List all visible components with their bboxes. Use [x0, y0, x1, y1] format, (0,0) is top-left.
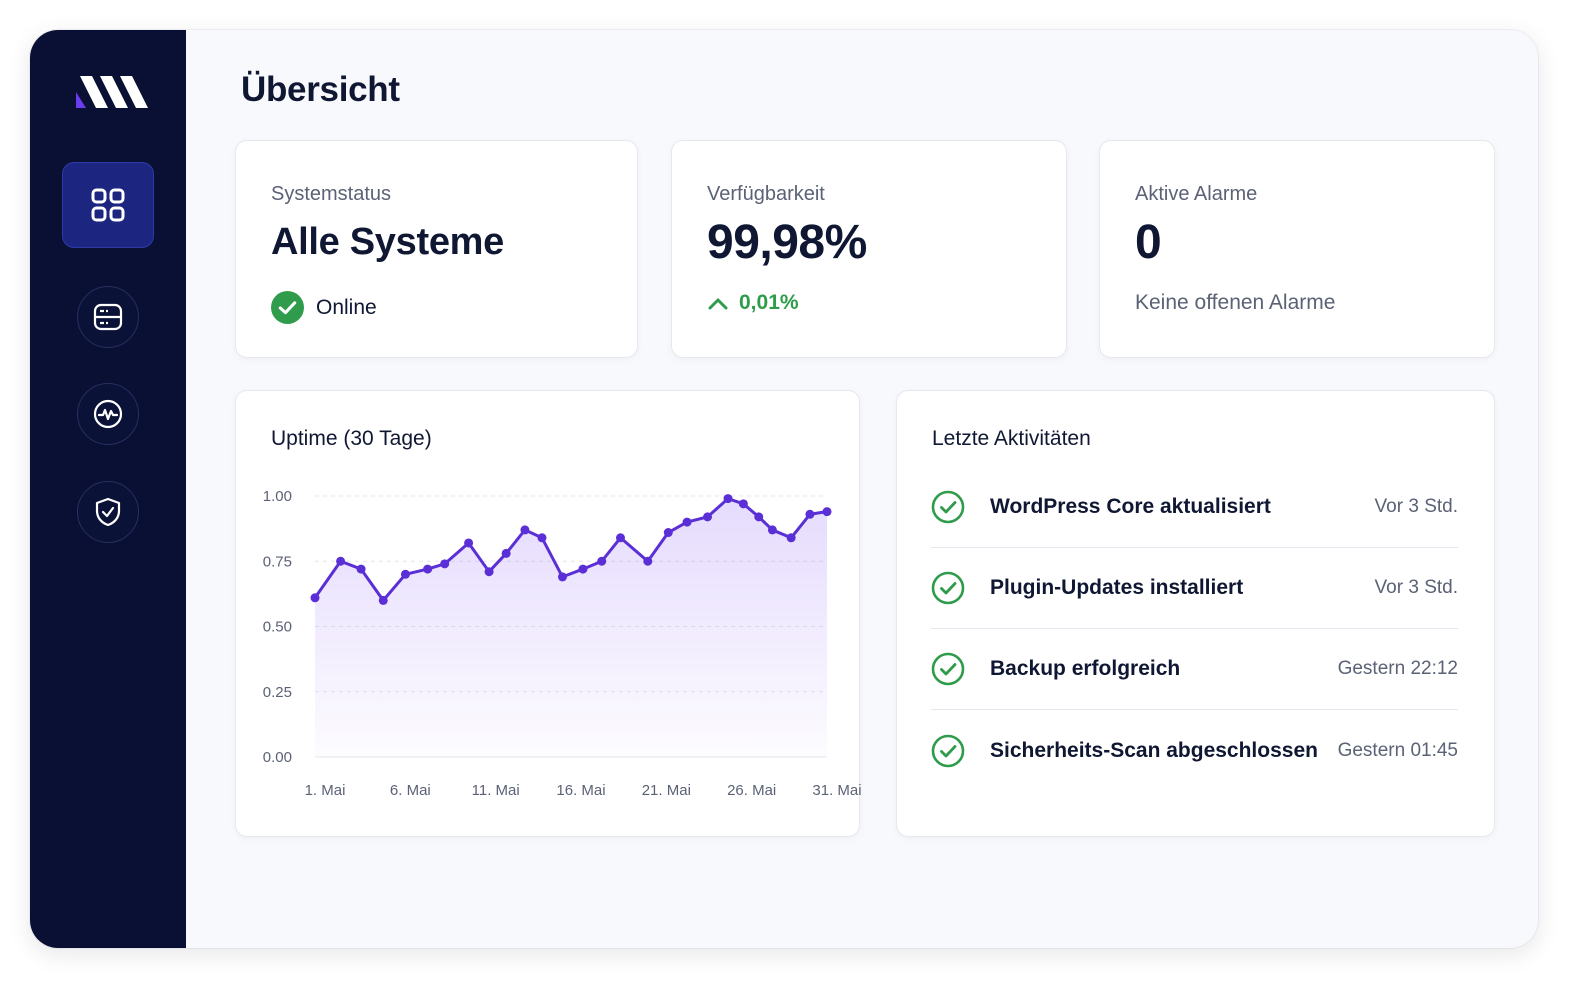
x-tick-label: 1. Mai [305, 782, 346, 799]
uptime-point [484, 567, 494, 577]
activity-item[interactable]: Plugin-Updates installiert Vor 3 Std. [931, 548, 1458, 629]
uptime-point [754, 512, 764, 522]
server-icon [93, 303, 123, 331]
uptime-point [378, 595, 388, 605]
uptime-point [356, 564, 366, 574]
uptime-point [336, 556, 346, 566]
status-label: Systemstatus [271, 183, 392, 205]
availability-value: 99,98% [707, 216, 867, 269]
activity-item[interactable]: WordPress Core aktualisiert Vor 3 Std. [931, 467, 1458, 548]
nav-dashboard[interactable] [62, 162, 154, 248]
status-online-text: Online [316, 295, 377, 319]
status-indicator: Online [271, 291, 377, 324]
nav-security[interactable] [77, 481, 139, 543]
check-circle-icon [931, 490, 965, 524]
uptime-point [723, 494, 733, 504]
uptime-point [501, 548, 511, 558]
brand-logo[interactable] [74, 72, 148, 112]
uptime-point [464, 538, 474, 548]
uptime-point [597, 556, 607, 566]
activity-item[interactable]: Sicherheits-Scan abgeschlossen Gestern 0… [931, 710, 1458, 791]
y-tick-label: 0.00 [263, 749, 292, 766]
uptime-card: Uptime (30 Tage) 1.00 0.75 0.50 0.25 0.00 1. … [235, 390, 861, 837]
app-window: Übersicht Systemstatus Alle Systeme Onli… [30, 30, 1538, 948]
x-tick-label: 31. Mai [812, 782, 861, 799]
availability-card: Verfügbarkeit 99,98% 0,01% [671, 140, 1067, 358]
activity-item[interactable]: Backup erfolgreich Gestern 22:12 [931, 629, 1458, 710]
availability-change: 0,01% [707, 291, 799, 315]
uptime-point [423, 564, 433, 574]
uptime-point [537, 533, 547, 543]
x-tick-label: 6. Mai [390, 782, 431, 799]
uptime-area [315, 498, 827, 757]
uptime-point [663, 528, 673, 538]
uptime-point [578, 564, 588, 574]
status-value: Alle Systeme [271, 221, 504, 263]
y-tick-label: 0.25 [263, 684, 292, 701]
x-tick-label: 26. Mai [727, 782, 776, 799]
x-tick-label: 21. Mai [642, 782, 691, 799]
activity-label: Plugin-Updates installiert [990, 576, 1244, 599]
arrow-up-icon [708, 298, 728, 310]
check-circle-icon [271, 291, 304, 324]
activity-time: Vor 3 Std. [1374, 496, 1458, 517]
check-circle-icon [931, 571, 965, 605]
shield-icon [95, 497, 121, 527]
page-title: Übersicht [241, 70, 400, 109]
y-tick-label: 1.00 [263, 488, 292, 505]
activity-time: Gestern 01:45 [1337, 739, 1458, 761]
x-tick-label: 11. Mai [472, 782, 520, 799]
uptime-chart: 1.00 0.75 0.50 0.25 0.00 1. Mai 6. Mai 11. Mai 1… [263, 488, 861, 799]
availability-change-text: 0,01% [739, 291, 799, 314]
main-content: Übersicht Systemstatus Alle Systeme Onli… [186, 30, 1538, 948]
activity-time: Vor 3 Std. [1374, 577, 1458, 598]
uptime-point [767, 525, 777, 535]
activity-label: Sicherheits-Scan abgeschlossen [990, 738, 1318, 762]
activities-card: Letzte Aktivitäten WordPress Core aktual… [896, 390, 1495, 837]
sidebar [30, 30, 186, 948]
uptime-point [557, 572, 567, 582]
activity-time: Gestern 22:12 [1337, 658, 1458, 679]
alarms-label: Aktive Alarme [1135, 183, 1258, 205]
x-tick-label: 16. Mai [556, 782, 605, 799]
alarms-value: 0 [1135, 216, 1162, 269]
uptime-point [520, 525, 530, 535]
grid-icon [91, 188, 125, 222]
uptime-point [615, 533, 625, 543]
activity-icon [93, 399, 123, 429]
uptime-point [738, 499, 748, 509]
activity-label: Backup erfolgreich [990, 657, 1181, 680]
check-circle-icon [931, 652, 965, 686]
nav-monitoring[interactable] [77, 383, 139, 445]
activities-title: Letzte Aktivitäten [932, 427, 1091, 450]
y-tick-label: 0.75 [263, 553, 292, 570]
uptime-point [682, 517, 692, 527]
activity-label: WordPress Core aktualisiert [990, 495, 1271, 518]
uptime-title: Uptime (30 Tage) [271, 427, 432, 450]
uptime-point [786, 533, 796, 543]
uptime-point [440, 559, 450, 569]
activities-list: WordPress Core aktualisiert Vor 3 Std. P… [931, 467, 1458, 791]
availability-label: Verfügbarkeit [707, 183, 825, 205]
uptime-point [400, 569, 410, 579]
uptime-point [703, 512, 713, 522]
y-tick-label: 0.50 [263, 619, 292, 636]
alarms-note: Keine offenen Alarme [1135, 291, 1336, 314]
uptime-point [310, 593, 320, 603]
alarms-card: Aktive Alarme 0 Keine offenen Alarme [1099, 140, 1495, 358]
uptime-point [805, 509, 815, 519]
check-circle-icon [931, 734, 965, 767]
uptime-point [822, 507, 832, 517]
nav-servers[interactable] [77, 286, 139, 348]
uptime-point [643, 556, 653, 566]
status-card: Systemstatus Alle Systeme Online [235, 140, 638, 358]
